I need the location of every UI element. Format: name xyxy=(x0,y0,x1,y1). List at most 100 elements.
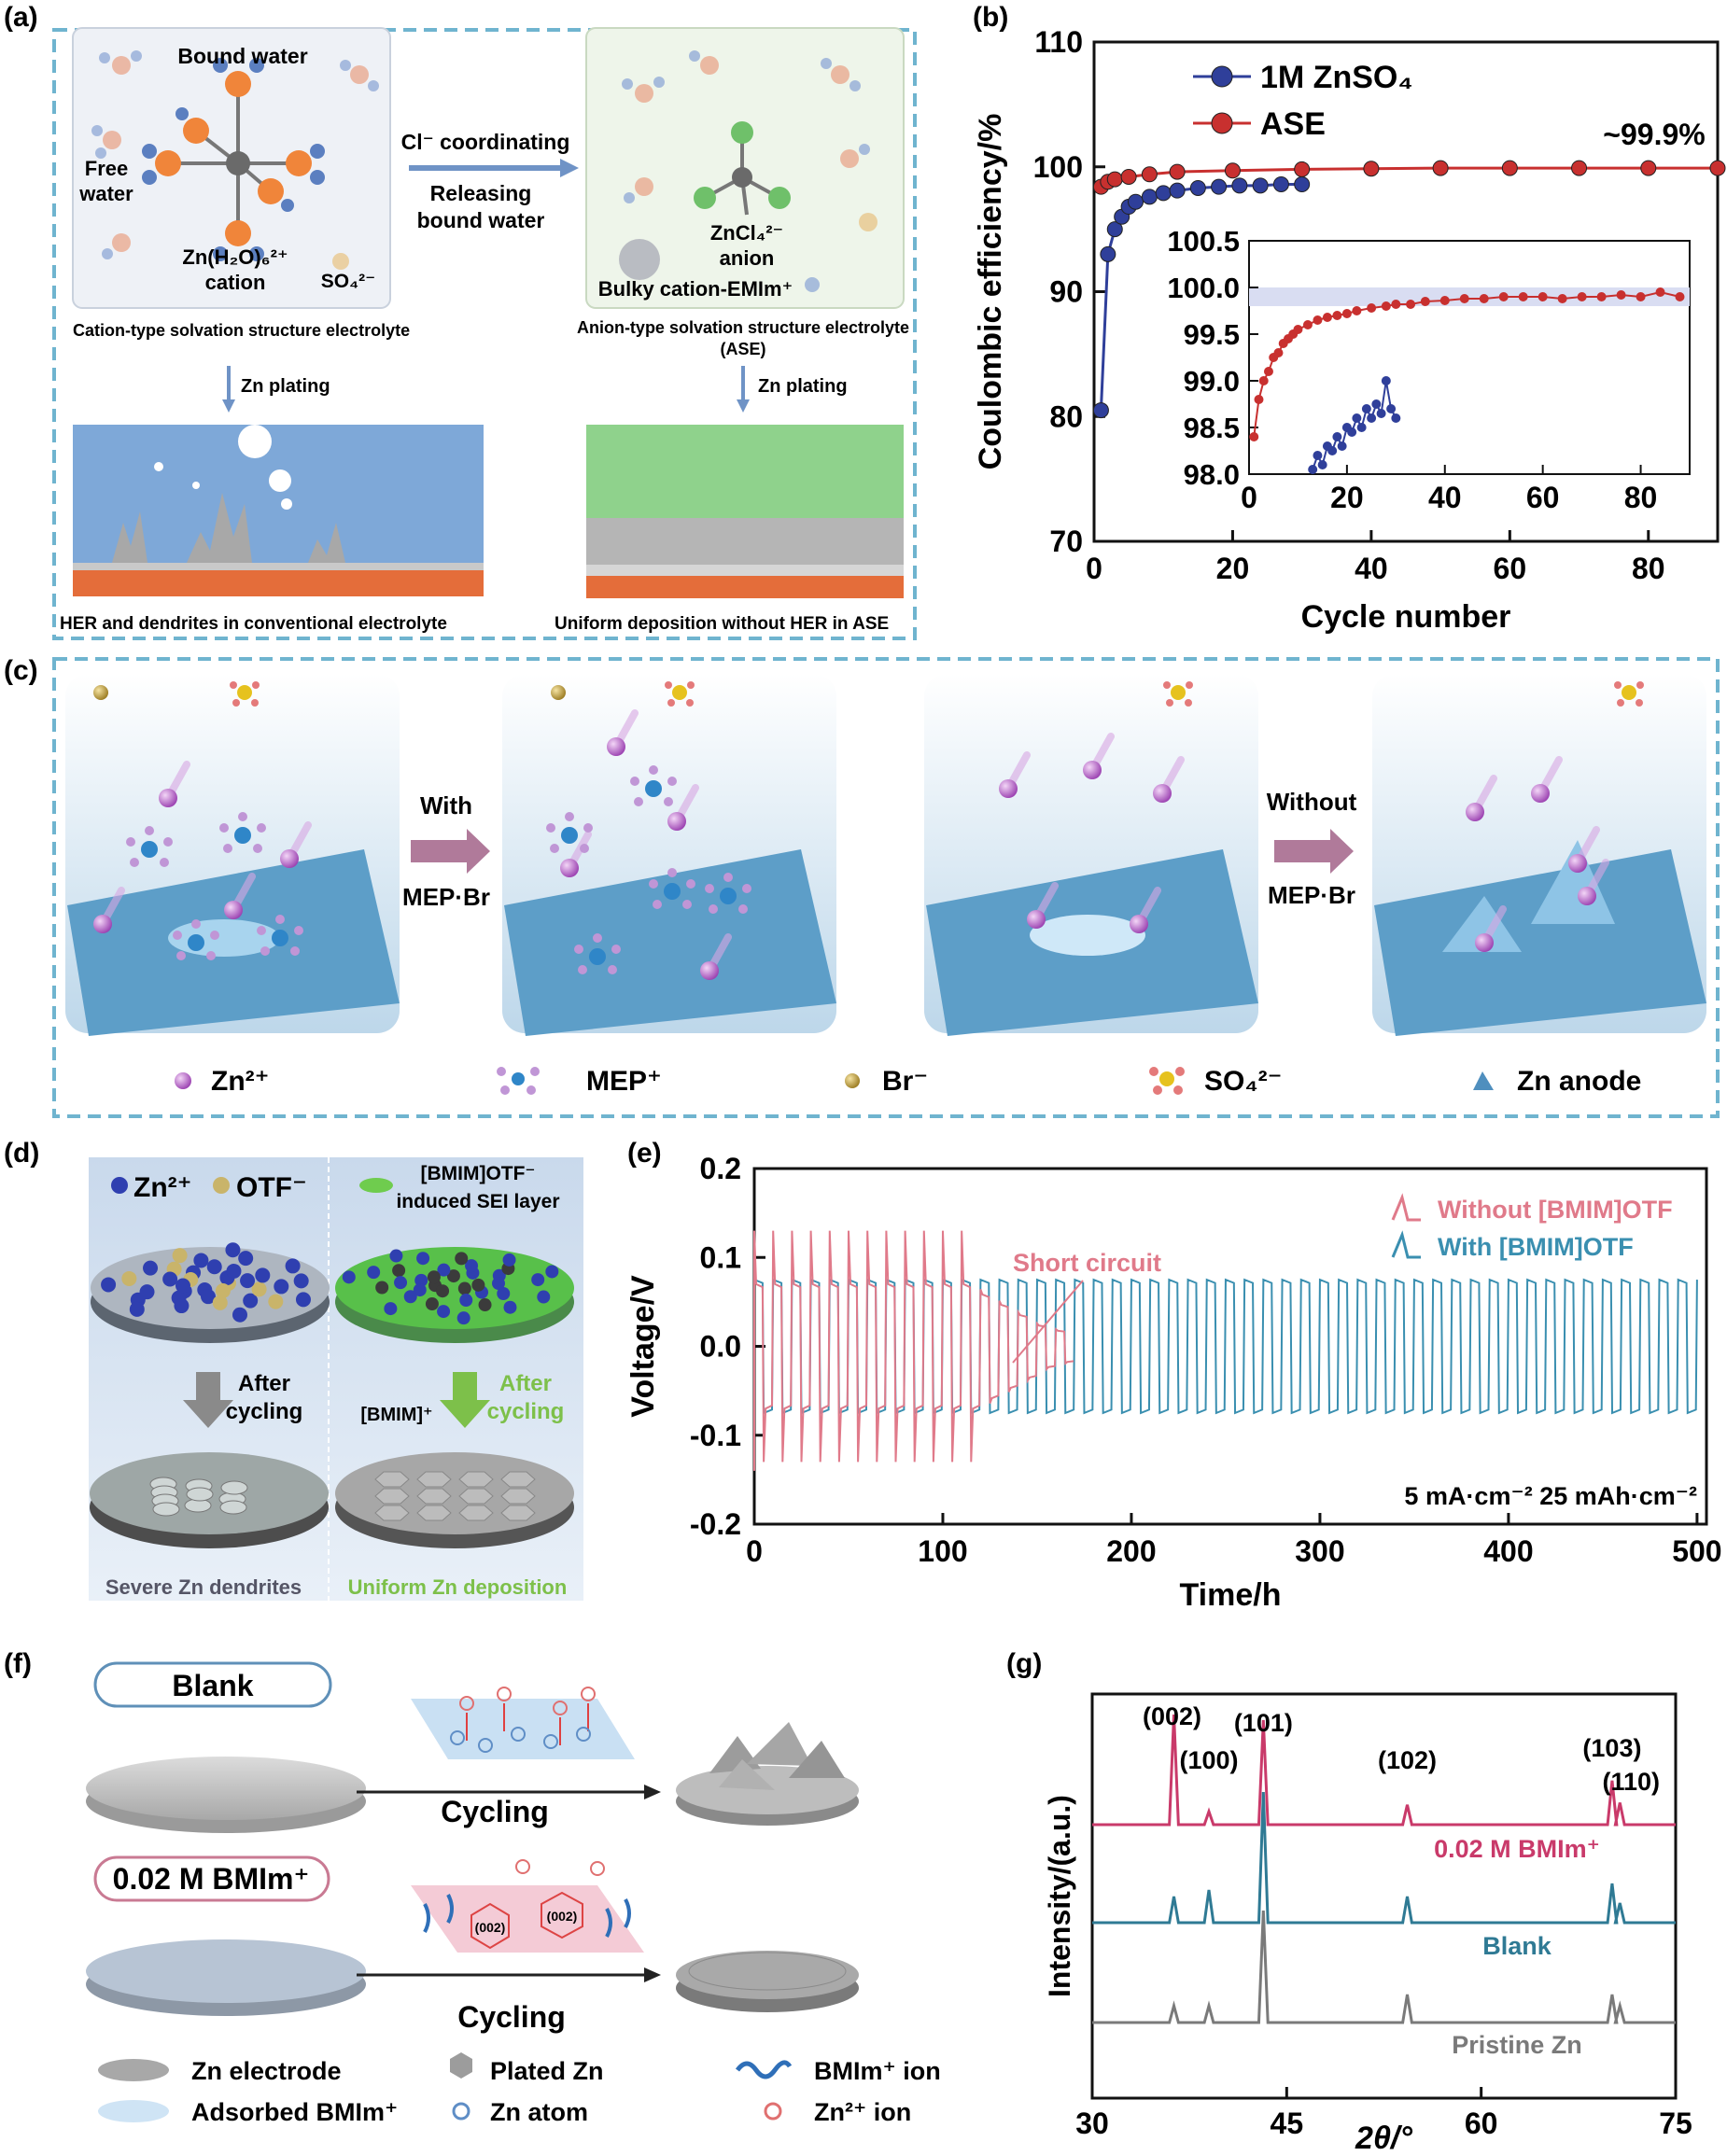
chart-b-inset-point xyxy=(1273,348,1284,357)
chart-b-inset-point xyxy=(1263,367,1273,376)
chart-b-inset-point xyxy=(1332,311,1342,320)
d-right-ion xyxy=(537,1290,551,1304)
mep-arm xyxy=(593,933,602,943)
f-zn-atom xyxy=(576,1727,591,1742)
so4-ion xyxy=(1171,685,1186,700)
d-dendrite-cluster xyxy=(186,1487,214,1502)
d-uniform-flake xyxy=(458,1471,494,1488)
chart-b-xtick-label: 0 xyxy=(1086,552,1102,585)
panel-b: (b) 0 20 40 60 80 70 80 90 100 110 Cycle number Cou… xyxy=(973,2,1726,635)
chart-b-point xyxy=(1709,160,1726,176)
chart-b-point xyxy=(1231,177,1248,194)
arrow-label-top: Cl⁻ coordinating xyxy=(401,130,570,154)
chart-b-inset-ytick-label: 99.5 xyxy=(1184,318,1240,351)
panel-label-d: (d) xyxy=(4,1138,39,1169)
mep-arm xyxy=(667,777,677,786)
chart-e-ytick-label: 0.2 xyxy=(700,1152,741,1185)
caption-uniform-deposition: Uniform deposition without HER in ASE xyxy=(555,614,889,634)
so4-arm xyxy=(252,681,260,689)
mep-arm xyxy=(130,858,139,867)
so4-arm xyxy=(230,681,237,689)
arrow-without xyxy=(1274,829,1354,874)
f-bmim-ion xyxy=(423,1903,430,1933)
chart-b: 0 20 40 60 80 70 80 90 100 110 Cycle number Coulomb… xyxy=(973,25,1726,635)
so4-arm xyxy=(232,699,240,707)
chart-b-ytick-label: 100 xyxy=(1033,150,1083,184)
panel-f: (f) Blank Cycling 0.02 M BMIm⁺ (0 xyxy=(4,1648,941,2126)
d-right-ion xyxy=(413,1283,427,1297)
chart-b-point xyxy=(1224,162,1241,179)
d-left-ion xyxy=(295,1292,311,1308)
chart-g-peak-label: (102) xyxy=(1378,1746,1437,1774)
chart-e-ytick-label: 0.0 xyxy=(700,1330,741,1364)
chart-e: 0 100 200 300 400 500 -0.2 -0.1 0.0 0.1 0.2 Time/h V… xyxy=(625,1152,1722,1613)
blank-electrode-disc xyxy=(86,1757,366,1833)
mep-arm xyxy=(176,951,186,960)
zncl4-molecule xyxy=(694,121,791,216)
label-zn-plating-left: Zn plating xyxy=(241,376,330,397)
right-caption-1: Anion-type solvation structure electroly… xyxy=(577,318,909,337)
legend-d-zn: Zn²⁺ xyxy=(133,1172,191,1203)
panel-f-legend: Zn electrode Plated Zn BMIm⁺ ion Adsorbe… xyxy=(98,2052,941,2126)
label-with-2: MEP·Br xyxy=(402,883,490,911)
mep-arm xyxy=(611,945,621,954)
chart-b-inset-point xyxy=(1249,432,1259,441)
caption-uniform-zn: Uniform Zn deposition xyxy=(348,1575,568,1599)
chart-b-point xyxy=(1106,221,1123,238)
left-caption: Cation-type solvation structure electrol… xyxy=(73,321,410,340)
chart-e-xtick-label: 400 xyxy=(1483,1534,1533,1568)
so4-arm xyxy=(1636,699,1643,707)
so4-arm xyxy=(1186,681,1193,689)
d-right-ion xyxy=(459,1294,473,1308)
panel-d-ions xyxy=(101,1242,559,1521)
mep-cation xyxy=(272,930,288,946)
f-zn2-ion xyxy=(459,1696,474,1711)
d-right-ion xyxy=(403,1290,417,1304)
panel-f-ions xyxy=(423,1687,631,1938)
chart-e-series-without xyxy=(753,1230,1074,1471)
f-zn2-ion xyxy=(497,1687,512,1701)
chart-b-point xyxy=(1272,175,1289,192)
d-left-ion xyxy=(193,1253,209,1268)
d-dendrite-cluster xyxy=(152,1502,180,1517)
so4-arm xyxy=(1614,681,1622,689)
mep-cation xyxy=(664,883,681,900)
d-right-ion xyxy=(455,1252,469,1266)
chart-b-point xyxy=(1211,178,1228,195)
label-cycling-2: Cycling xyxy=(457,2000,566,2034)
mep-arm xyxy=(583,823,593,833)
label-cation-1: Zn(H₂O)₆²⁺ xyxy=(182,245,288,269)
chart-b-inset-point xyxy=(1254,395,1264,404)
label-bmim: [BMIM]⁺ xyxy=(360,1405,432,1425)
chart-b-point xyxy=(1640,160,1657,176)
f-bmim-ion xyxy=(624,1898,631,1928)
br-ion xyxy=(551,685,566,700)
mep-arm xyxy=(709,904,718,914)
d-left-ion xyxy=(162,1271,178,1287)
d-dendrite-cluster xyxy=(219,1500,247,1515)
chart-b-xlabel: Cycle number xyxy=(1301,599,1511,635)
chart-b-inset-point xyxy=(1361,404,1371,413)
legend-c-so4: SO₄²⁻ xyxy=(1204,1066,1282,1097)
panel-c-ions xyxy=(93,681,1644,980)
d-right-ion xyxy=(425,1297,439,1311)
chart-b-inset-ytick-label: 98.0 xyxy=(1184,458,1240,491)
zn-ion xyxy=(280,849,299,868)
scene-3 xyxy=(924,674,1258,1036)
d-left-ion xyxy=(274,1279,289,1295)
chart-b-inset-point xyxy=(1420,297,1430,306)
chart-b-legend-marker-1 xyxy=(1211,112,1233,134)
mep-arm xyxy=(253,844,262,853)
mep-arm xyxy=(546,823,555,833)
chart-b-inset-point xyxy=(1317,460,1327,469)
chart-g-ylabel: Intensity/(a.u.) xyxy=(1043,1795,1076,1997)
chart-g-xlabel: 2θ/° xyxy=(1355,2121,1412,2156)
zn-ion xyxy=(1578,887,1596,905)
chart-b-inset-xtick-label: 20 xyxy=(1330,481,1364,514)
d-left-ion xyxy=(226,1263,242,1279)
chart-b-inset-point xyxy=(1352,306,1362,315)
d-uniform-flake xyxy=(416,1505,452,1521)
mep-arm xyxy=(580,844,589,853)
chart-e-series-with xyxy=(753,1278,1698,1415)
